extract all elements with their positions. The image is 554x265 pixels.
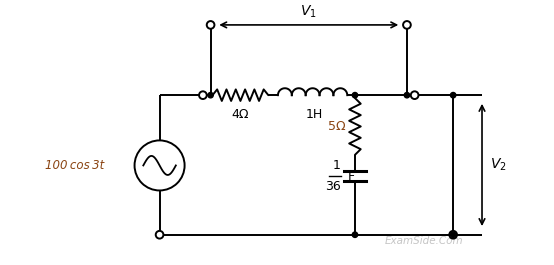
Circle shape: [352, 92, 358, 98]
Text: ExamSide.Com: ExamSide.Com: [385, 236, 464, 246]
Circle shape: [450, 92, 456, 98]
Text: V$_2$: V$_2$: [490, 157, 506, 173]
Circle shape: [403, 21, 411, 29]
Circle shape: [208, 92, 213, 98]
Circle shape: [449, 231, 457, 238]
Text: 4Ω: 4Ω: [232, 108, 249, 121]
Circle shape: [411, 91, 418, 99]
Circle shape: [404, 92, 409, 98]
Circle shape: [352, 232, 358, 237]
Circle shape: [207, 21, 214, 29]
Text: 1: 1: [332, 159, 341, 172]
Text: 36: 36: [325, 180, 341, 193]
Circle shape: [199, 91, 207, 99]
Text: 1H: 1H: [306, 108, 323, 121]
Text: F: F: [347, 170, 355, 183]
Circle shape: [135, 140, 184, 191]
Circle shape: [450, 232, 456, 237]
Text: V$_1$: V$_1$: [300, 4, 317, 20]
Text: 100 cos 3t: 100 cos 3t: [44, 159, 104, 172]
Circle shape: [156, 231, 163, 238]
Text: 5Ω: 5Ω: [328, 120, 345, 133]
